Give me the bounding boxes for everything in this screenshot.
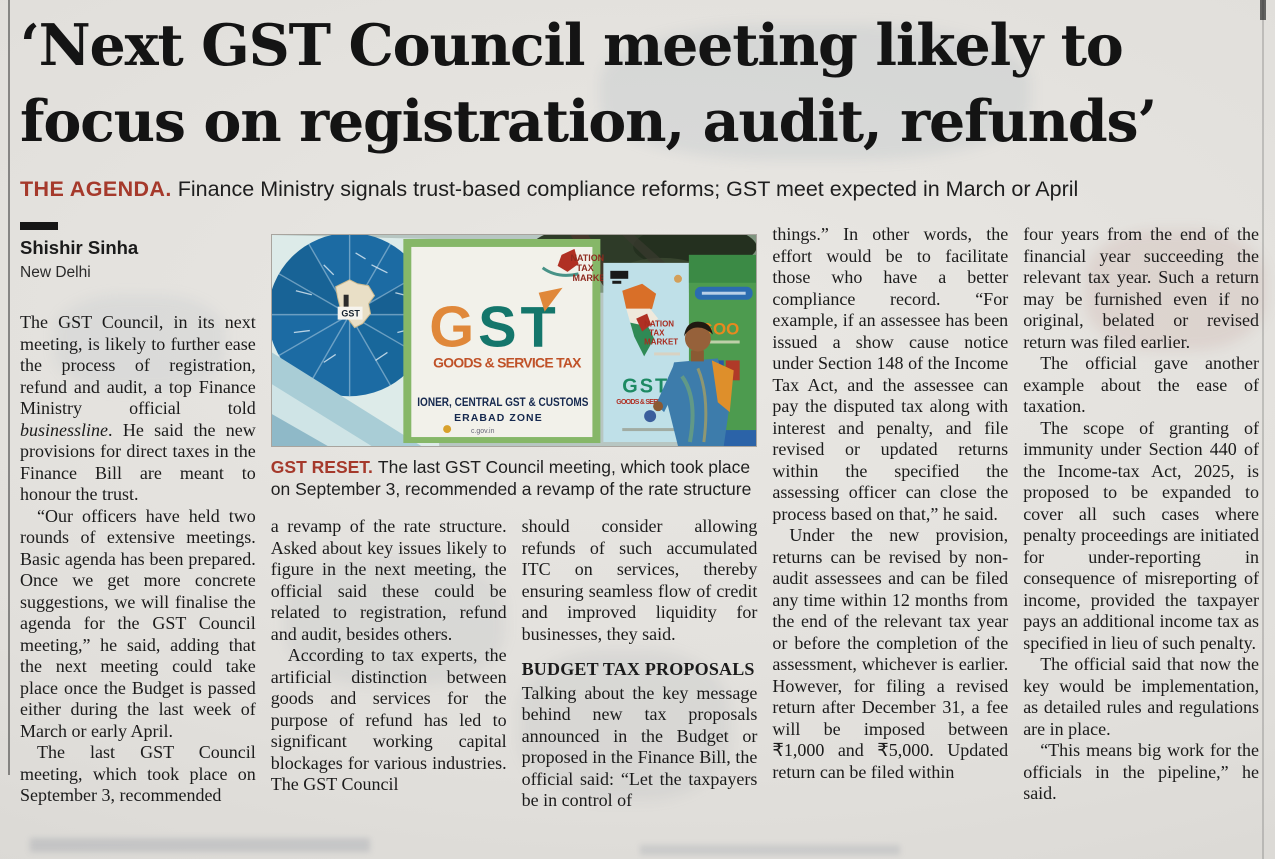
hair <box>683 321 713 337</box>
column-1: Shishir Sinha New Delhi The GST Council,… <box>20 222 256 807</box>
standfirst-text: Finance Ministry signals trust-based com… <box>177 177 1079 201</box>
pedestrian-figure <box>652 321 734 446</box>
india-tricolor-top <box>622 283 656 315</box>
emblem-dot <box>442 425 451 434</box>
column-2: a revamp of the rate structure. Asked ab… <box>271 516 507 796</box>
section-subhead: BUDGET TAX PROPOSALS <box>521 659 755 679</box>
article-paragraph: Talking about the key message behind new… <box>521 682 758 811</box>
article-body: Shishir Sinha New Delhi The GST Council,… <box>20 222 1259 812</box>
main-gst-billboard: NATION TAX MARKET GST GOODS & SERVICE TA… <box>403 238 611 444</box>
gst-logo-small: GST <box>622 375 669 397</box>
article-paragraph: should consider allowing refunds of such… <box>521 516 758 644</box>
article-paragraph: According to tax experts, the artificial… <box>270 645 507 794</box>
column-3: should consider allowing refunds of such… <box>522 516 758 812</box>
gst-logo-s: S <box>478 295 520 359</box>
article-paragraph: The GST Council, in its next meeting, is… <box>20 312 256 506</box>
byline-author: Shishir Sinha <box>20 237 139 258</box>
article-paragraph: a revamp of the rate structure. Asked ab… <box>270 516 507 644</box>
zone-text: ERABAD ZONE <box>454 413 542 424</box>
byline: Shishir Sinha New Delhi <box>20 222 256 283</box>
article-paragraph: four years from the end of the financial… <box>1023 224 1259 352</box>
standfirst: THE AGENDA. Finance Ministry signals trus… <box>20 177 1259 202</box>
head <box>684 325 711 352</box>
byline-location: New Delhi <box>20 263 91 281</box>
paragraph-text: . He said the new provisions for direct … <box>20 419 256 505</box>
article-paragraph: The official said that now the key would… <box>1023 654 1259 739</box>
nation-tax-market-logo <box>557 248 579 272</box>
article-paragraph: Under the new provision, returns can be … <box>772 525 1009 782</box>
ntm-word: MARKET <box>572 273 611 283</box>
gst-billboard-photo: GST NATION <box>270 234 758 447</box>
gst-logo-g: G <box>429 295 478 359</box>
wheel-gst-label: GST <box>341 309 360 319</box>
byline-bar <box>20 222 58 230</box>
commissioner-text: IONER, CENTRAL GST & CUSTOMS <box>417 395 588 409</box>
article-paragraph: The last GST Council meeting, which took… <box>20 742 256 805</box>
article-paragraph: “This means big work for the officials i… <box>1023 740 1259 803</box>
ntm-word: NATION <box>644 320 674 329</box>
poster-logo <box>610 270 629 279</box>
paragraph-text: The GST Council, in its next meeting, is… <box>20 312 256 418</box>
page-edge-rule-left <box>8 0 10 775</box>
article-paragraph: The official gave another example about … <box>1023 353 1259 416</box>
headline: ‘Next GST Council meeting likely to focu… <box>20 8 1259 160</box>
caption-label: GST RESET. <box>270 457 373 477</box>
headline-line-2: focus on registration, audit, refunds’ <box>20 88 1157 155</box>
gst-logo-t: T <box>520 295 559 359</box>
gst-logo-flag <box>538 287 563 312</box>
goods-service-tax-small: GOODS & SERVICE TAX <box>616 399 684 406</box>
column-5: four years from the end of the financial… <box>1023 222 1259 805</box>
headline-line-1: ‘Next GST Council meeting likely to <box>20 12 1124 79</box>
caption-text: The last GST Council meeting, which took… <box>270 457 752 499</box>
page-edge-rule-right <box>1262 0 1264 859</box>
hand <box>652 401 663 412</box>
customs-emblem <box>643 410 656 423</box>
publication-name: businessline <box>20 419 108 440</box>
scan-mark <box>1260 0 1266 20</box>
orange-sleeve <box>711 360 734 413</box>
column-4: things.” In other words, the effort woul… <box>772 222 1008 783</box>
photo-caption: GST RESET. The last GST Council meeting, … <box>271 456 758 500</box>
article-paragraph: things.” In other words, the effort woul… <box>772 224 1009 524</box>
goods-service-tax-text: GOODS & SERVICE TAX <box>433 354 582 370</box>
ntm-word: TAX <box>576 263 593 273</box>
ntm-word: NATION <box>570 253 604 263</box>
india-tricolor-bottom <box>630 322 654 357</box>
ntm-word: TAX <box>649 329 665 338</box>
article-figure: GST NATION <box>270 234 758 500</box>
article-paragraph: “Our officers have held two rounds of ex… <box>20 505 256 741</box>
gst-logo-main: GST <box>429 295 560 359</box>
ntm-word: MARKET <box>644 337 678 346</box>
url-text: c.gov.in <box>471 428 495 435</box>
standfirst-label: THE AGENDA. <box>20 177 172 201</box>
article-paragraph: The scope of granting of immunity under … <box>1023 417 1259 653</box>
gst-billboard-illustration: GST NATION <box>271 235 757 446</box>
